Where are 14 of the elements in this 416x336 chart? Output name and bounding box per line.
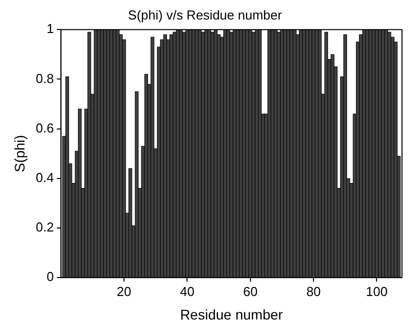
chart-title: S(phi) v/s Residue number — [128, 7, 283, 22]
x-tick-label: 100 — [366, 284, 388, 299]
x-axis-title: Residue number — [180, 306, 284, 322]
x-tick-label: 80 — [306, 284, 321, 299]
y-tick-label: 1 — [46, 21, 54, 36]
y-tick-label: 0.6 — [36, 120, 54, 136]
x-tick-label: 60 — [243, 284, 258, 299]
x-tick-label: 20 — [116, 284, 132, 299]
y-tick-label: 0 — [46, 269, 54, 284]
y-tick-label: 0.4 — [36, 170, 54, 185]
y-tick-label: 0.2 — [36, 220, 54, 235]
y-tick-label: 0.8 — [36, 70, 54, 86]
y-axis-title: S(phi) — [11, 134, 28, 172]
x-tick-label: 40 — [180, 284, 194, 299]
